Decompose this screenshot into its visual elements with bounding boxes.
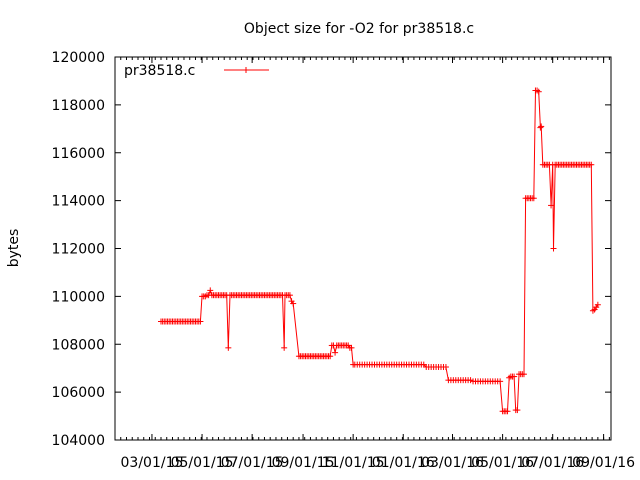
data-point <box>511 373 518 380</box>
data-point <box>514 407 521 414</box>
data-point <box>207 287 214 294</box>
legend: pr38518.c <box>124 63 269 79</box>
data-point <box>538 123 545 130</box>
data-point <box>537 124 544 131</box>
data-point <box>332 349 339 356</box>
legend-label: pr38518.c <box>124 63 195 79</box>
y-axis-label: bytes <box>6 229 22 268</box>
x-tick-label: 03/01/15 <box>121 455 184 471</box>
x-tick-label: 05/01/15 <box>171 455 234 471</box>
data-point <box>281 344 288 351</box>
data-point <box>535 88 542 95</box>
data-point <box>225 344 232 351</box>
x-tick-label: 01/01/16 <box>372 455 435 471</box>
y-tick-label: 110000 <box>52 289 105 305</box>
plot-border <box>114 56 612 441</box>
data-point <box>588 161 595 168</box>
x-tick-label: 11/01/15 <box>322 455 385 471</box>
data-point <box>504 408 511 415</box>
data-point <box>594 301 601 308</box>
y-tick-label: 118000 <box>52 98 105 114</box>
data-point <box>530 195 537 202</box>
y-tick-label: 104000 <box>52 433 105 449</box>
x-tick-label: 07/01/16 <box>521 455 584 471</box>
x-tick-label: 05/01/16 <box>471 455 534 471</box>
x-tick-label: 09/01/16 <box>572 455 635 471</box>
x-tick-label: 07/01/15 <box>221 455 284 471</box>
data-point <box>348 344 355 351</box>
y-tick-label: 120000 <box>52 50 105 66</box>
x-tick-label: 03/01/16 <box>421 455 484 471</box>
data-point <box>548 202 555 209</box>
x-tick-label: 09/01/15 <box>272 455 335 471</box>
data-point <box>497 378 504 385</box>
series-layer <box>157 87 601 415</box>
data-point <box>550 245 557 252</box>
y-axis: 104000 106000 108000 110000 112000 114000 1160… <box>52 50 611 449</box>
y-tick-label: 116000 <box>52 146 105 162</box>
data-point <box>442 363 449 370</box>
x-axis: 03/01/1505/01/1507/01/1509/01/1511/01/15… <box>120 57 635 471</box>
data-point <box>327 353 334 360</box>
y-tick-label: 106000 <box>52 385 105 401</box>
data-point <box>197 318 204 325</box>
y-tick-label: 114000 <box>52 194 105 210</box>
chart-title: Object size for -O2 for pr38518.c <box>244 21 474 37</box>
data-point <box>286 292 293 299</box>
y-tick-label: 108000 <box>52 337 105 353</box>
data-point <box>290 300 297 307</box>
y-tick-label: 112000 <box>52 242 105 258</box>
plot-frame <box>114 56 612 441</box>
data-point <box>520 371 527 378</box>
